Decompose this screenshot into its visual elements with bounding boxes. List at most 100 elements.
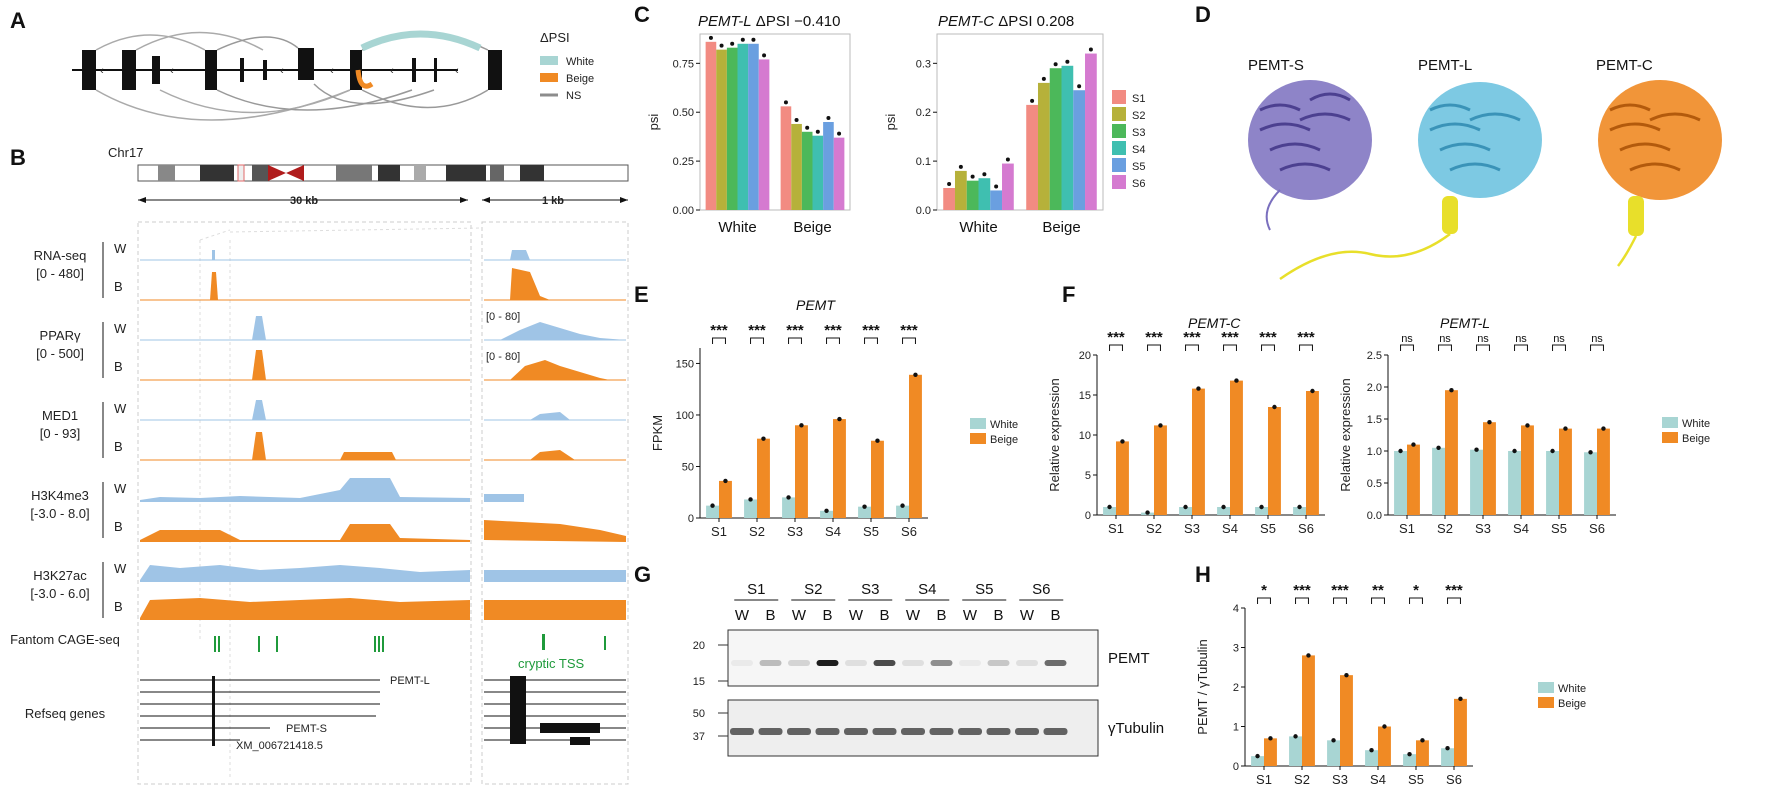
significance-bracket [1371,597,1385,604]
legend-swatch-S3 [1112,124,1126,138]
bar-S3-Beige [1049,68,1062,210]
svg-text:‹: ‹ [390,65,394,77]
data-point [748,497,753,502]
bar-beige-S4 [1230,380,1243,515]
panel-label-f: F [1062,282,1075,307]
legend-label-white: White [1682,418,1710,430]
b-label: B [114,519,123,534]
legend-swatch-white [1662,417,1678,428]
f-right-title: PEMT-L [1440,315,1490,331]
zoom-range-pparg: [0 - 80] [486,311,520,323]
lane-label-W: W [963,607,978,624]
data-point [1077,84,1082,89]
legend-label-S3: S3 [1132,127,1145,139]
significance-label: *** [748,322,766,339]
y-tick-label: 0.2 [916,107,931,119]
bar-S5-Beige [823,122,834,210]
y-axis-title: FPKM [650,415,665,451]
significance-bracket [1185,344,1199,351]
track-h3k4me3-name: H3K4me3 [31,488,89,503]
data-point [947,182,952,186]
x-tick-label: S5 [863,524,879,539]
x-tick-label: S2 [1294,772,1310,787]
legend-swatch-beige [1662,432,1678,443]
data-point [1234,378,1239,383]
lane-label-B: B [765,607,775,624]
data-point [1053,62,1058,67]
bar-beige-S6 [909,374,922,518]
significance-label: * [1413,582,1419,599]
x-tick-label: S1 [1399,521,1415,536]
significance-bracket [750,337,764,344]
data-point [824,508,829,513]
scale-1kb: 1 kb [542,195,564,207]
legend-swatch-white [1538,682,1554,693]
legend-title: ΔPSI [540,30,570,45]
c-left-title: PEMT-L ΔPSI −0.410 [698,13,840,30]
y-tick-label: 5 [1085,470,1091,482]
x-tick-label: S2 [1437,521,1453,536]
bar-white-S6 [1584,452,1597,515]
data-point [708,35,713,40]
significance-label: ns [1439,333,1451,345]
track-pparg-range: [0 - 500] [36,346,84,361]
data-point [1196,386,1201,391]
data-point [740,37,745,42]
bar-S3-White [726,47,738,210]
bar-white-S1 [1251,756,1264,766]
bar-beige-S4 [1378,726,1391,766]
bar-beige-S4 [1521,425,1534,515]
y-tick-label: 0 [1085,510,1091,522]
data-point [1487,420,1492,425]
data-point [1398,448,1403,454]
legend-swatch-S6 [1112,175,1126,189]
y-tick-label: 0 [688,513,694,525]
x-category-label: White [718,219,756,236]
legend-beige: Beige [566,73,594,85]
x-tick-label: S1 [1256,772,1272,787]
data-point [862,504,867,509]
w-label: W [114,401,127,416]
lane-label-B: B [936,607,946,624]
significance-bracket [1514,344,1528,351]
bar-S3-White [966,180,979,210]
y-tick-label: 100 [676,410,694,422]
data-point [1120,439,1125,444]
y-tick-label: 0 [1233,761,1239,773]
bar-beige-S2 [1445,390,1458,515]
significance-bracket [1257,597,1271,604]
data-point [1065,59,1070,64]
data-point [1255,753,1260,759]
data-point [1030,98,1035,103]
protein-structure-pemt-l [1279,82,1542,281]
legend-c: S1 S2 S3 S4 S5 S6 [1112,90,1145,190]
w-label: W [114,241,127,256]
legend-swatch-beige [970,433,986,444]
band-tubulin [844,728,868,735]
band-tubulin [815,728,840,735]
scale-30kb: 30 kb [290,195,318,207]
data-point [875,438,880,443]
x-tick-label: S5 [1551,521,1567,536]
panel-label-e: E [634,282,649,307]
y-axis-title: psi [646,114,661,131]
data-point [1588,450,1593,455]
scale-bars: 30 kb 1 kb [138,195,628,207]
band-tubulin [1043,728,1068,735]
panel-label-a: A [10,8,26,33]
f-left-title: PEMT-C [1188,315,1241,331]
mw-50: 50 [693,708,705,720]
y-axis-title: Relative expression [1338,378,1353,491]
gene-xm: XM_006721418.5 [236,740,323,752]
lane-label-B: B [879,607,889,624]
track-rnaseq-range: [0 - 480] [36,266,84,281]
y-tick-label: 0.50 [673,107,694,119]
cryptic-tss-label: cryptic TSS [518,656,585,671]
svg-text:‹: ‹ [455,65,459,77]
significance-bracket [1223,344,1237,351]
data-point [1474,447,1479,452]
panel-label-b: B [10,145,26,170]
bar-S6-Beige [833,137,845,210]
track-labels: RNA-seq [0 - 480] PPARγ [0 - 500] MED1 [… [10,248,120,721]
data-point [1145,510,1150,515]
